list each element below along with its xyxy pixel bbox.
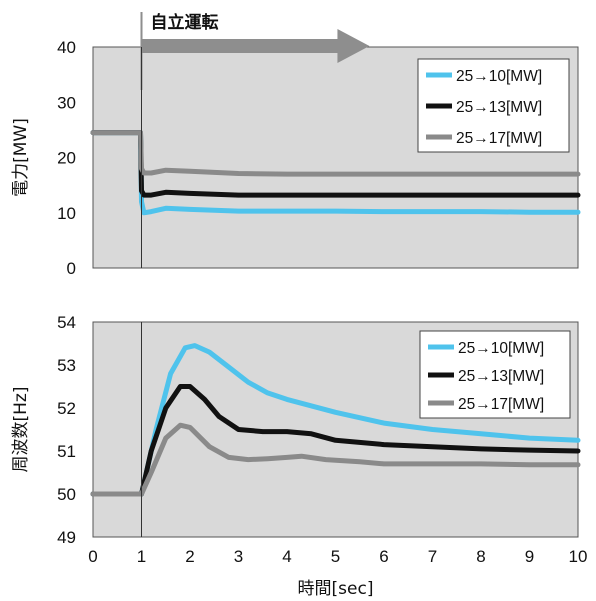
y-tick-label: 53 (57, 356, 76, 375)
y-tick-label: 10 (57, 204, 76, 223)
series-line-2 (90, 384, 581, 497)
series-line-3 (90, 422, 581, 497)
x-tick-label: 5 (331, 547, 340, 566)
y-tick-label: 49 (57, 528, 76, 547)
x-axis-title: 時間[sec] (298, 579, 374, 599)
x-tick-label: 0 (88, 547, 97, 566)
x-tick-label: 1 (137, 547, 146, 566)
x-tick-label: 7 (428, 547, 437, 566)
y-axis-title: 電力[MW] (11, 118, 31, 197)
y-tick-label: 0 (67, 259, 76, 278)
y-tick-label: 40 (57, 38, 76, 57)
x-tick-label: 9 (525, 547, 534, 566)
y-tick-label: 20 (57, 149, 76, 168)
y-tick-label: 51 (57, 442, 76, 461)
annotation-label: 自立運転 (151, 12, 219, 33)
legend-label-2: 25→13[MW] (458, 368, 544, 385)
legend-label-3: 25→17[MW] (456, 130, 542, 147)
y-tick-label: 50 (57, 485, 76, 504)
y-axis-title: 周波数[Hz] (11, 387, 31, 473)
y-tick-label: 54 (57, 313, 76, 332)
series-line-1 (90, 343, 581, 497)
series-line-2 (90, 130, 581, 198)
x-tick-label: 2 (185, 547, 194, 566)
x-tick-label: 8 (476, 547, 485, 566)
x-tick-label: 6 (379, 547, 388, 566)
chart-panel-2: 49 50 51 52 53 54 0 1 2 3 4 5 6 7 8 9 10 周波数[Hz] 時間[sec] 25… (11, 313, 587, 599)
annotation-arrow (141, 29, 370, 63)
legend-label-2: 25→13[MW] (456, 99, 542, 116)
legend: 25→10[MW] 25→13[MW] 25→17[MW] (417, 58, 570, 153)
series-line-3 (90, 130, 581, 177)
x-tick-label: 3 (234, 547, 243, 566)
legend: 25→10[MW] 25→13[MW] 25→17[MW] (419, 330, 571, 419)
series-line-1 (90, 130, 581, 216)
y-tick-label: 52 (57, 399, 76, 418)
x-tick-label: 10 (569, 547, 588, 566)
legend-label-1: 25→10[MW] (456, 68, 542, 85)
y-tick-label: 30 (57, 93, 76, 112)
legend-label-3: 25→17[MW] (458, 396, 544, 413)
legend-label-1: 25→10[MW] (458, 340, 544, 357)
chart-panel-1: 010203040電力[MW]自立運転25→10[MW]25→13[MW]25→… (11, 12, 581, 278)
x-tick-label: 4 (282, 547, 291, 566)
